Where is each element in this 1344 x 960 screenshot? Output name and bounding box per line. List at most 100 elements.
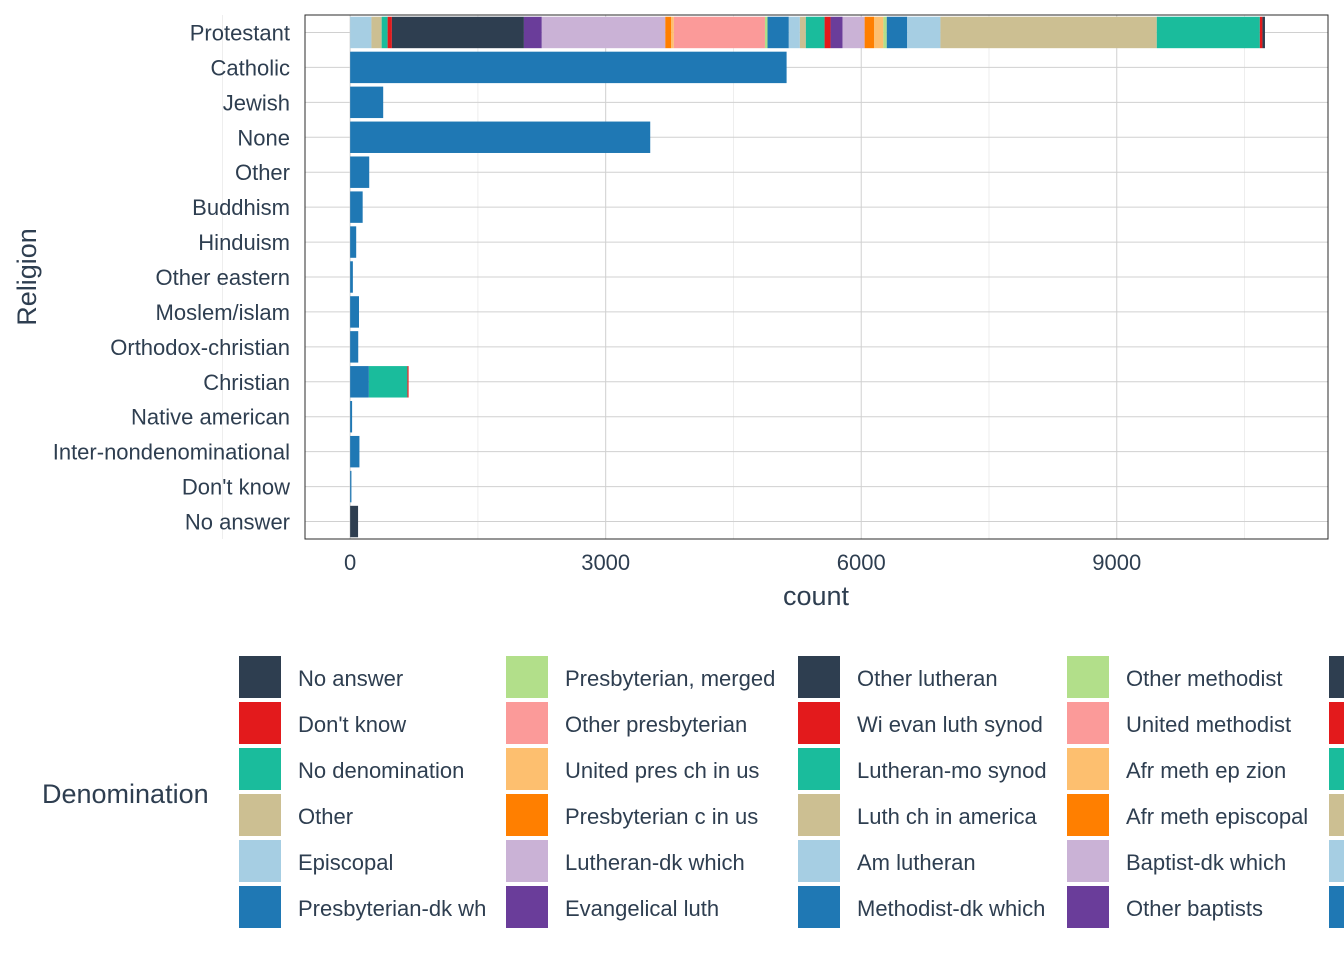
bar-segment <box>381 16 388 49</box>
legend-key <box>239 702 281 744</box>
bar-segment <box>387 16 392 49</box>
legend-label: Other <box>298 804 353 829</box>
legend-label: Baptist-dk which <box>1126 850 1286 875</box>
x-tick-label: 3000 <box>581 550 630 575</box>
legend-key <box>1067 748 1109 790</box>
bar-segment <box>764 16 768 49</box>
legend-key <box>1067 794 1109 836</box>
bar-segment <box>799 16 806 49</box>
bar-segment <box>767 16 789 49</box>
plot-border <box>304 14 1329 540</box>
bar-group <box>350 16 1265 538</box>
legend-key <box>798 748 840 790</box>
legend-label: Other presbyterian <box>565 712 747 737</box>
legend-key <box>239 840 281 882</box>
legend-key <box>239 886 281 928</box>
bar-segment <box>350 86 384 119</box>
legend-key <box>1067 886 1109 928</box>
bar-segment <box>350 366 369 398</box>
x-tick-label: 6000 <box>837 550 886 575</box>
bar-segment <box>886 16 908 49</box>
y-tick-label: No answer <box>185 510 290 535</box>
legend-key <box>239 794 281 836</box>
bar-segment <box>350 51 787 84</box>
bar-segment <box>1156 16 1260 49</box>
legend-label: Afr meth ep zion <box>1126 758 1286 783</box>
legend-key <box>239 748 281 790</box>
bar-segment <box>350 16 372 49</box>
y-tick-label: Inter-nondenominational <box>53 440 290 465</box>
y-tick-label: Hinduism <box>198 230 290 255</box>
bar-segment <box>350 505 359 538</box>
legend-key <box>1067 702 1109 744</box>
legend-label: Methodist-dk which <box>857 896 1045 921</box>
y-tick-label: Buddhism <box>192 195 290 220</box>
y-tick-label: Other <box>235 160 290 185</box>
y-tick-label: Other eastern <box>155 265 290 290</box>
legend-label: Other methodist <box>1126 666 1283 691</box>
bar-segment <box>940 16 1157 49</box>
y-tick-label: Christian <box>203 370 290 395</box>
bar-segment <box>523 16 542 49</box>
bar-segment <box>350 296 360 328</box>
legend: No answer Don't know No denomination Other E… <box>239 656 1344 928</box>
legend-label: Presbyterian, merged <box>565 666 775 691</box>
legend-key <box>506 702 548 744</box>
bar-segment <box>788 16 800 49</box>
legend-key <box>239 656 281 698</box>
bar-segment <box>350 261 353 293</box>
y-tick-label: Jewish <box>223 90 290 115</box>
legend-key <box>506 886 548 928</box>
legend-key <box>506 656 548 698</box>
bar-segment <box>1259 16 1263 49</box>
legend-label: No denomination <box>298 758 464 783</box>
bar-segment <box>842 16 865 49</box>
x-tick-label: 0 <box>344 550 356 575</box>
bar-segment <box>864 16 874 49</box>
y-axis-label: Religion <box>12 228 42 326</box>
legend-label: Wi evan luth synod <box>857 712 1043 737</box>
y-tick-labels: Protestant Catholic Jewish None Other Buddhis… <box>53 20 290 534</box>
legend-key <box>798 840 840 882</box>
bar-segment <box>350 191 363 223</box>
bar-segment <box>805 16 825 49</box>
bar-segment <box>830 16 843 49</box>
legend-key <box>798 794 840 836</box>
bar-segment <box>350 435 360 468</box>
bar-segment <box>350 470 352 503</box>
legend-key <box>1329 886 1344 928</box>
legend-label: No answer <box>298 666 403 691</box>
legend-key <box>1067 840 1109 882</box>
y-tick-label: Catholic <box>211 55 290 80</box>
bar-segment <box>368 366 408 398</box>
legend-key <box>798 656 840 698</box>
bar-segment <box>673 16 765 49</box>
legend-label: Presbyterian-dk wh <box>298 896 486 921</box>
bar-segment <box>350 226 357 258</box>
legend-key <box>506 840 548 882</box>
bar-segment <box>873 16 884 49</box>
y-tick-label: Don't know <box>182 475 290 500</box>
y-tick-label: None <box>237 125 290 150</box>
y-tick-label: Moslem/islam <box>156 300 290 325</box>
legend-title: Denomination <box>42 779 209 809</box>
bar-segment <box>824 16 831 49</box>
bar-segment <box>350 331 359 363</box>
legend-label: Presbyterian c in us <box>565 804 758 829</box>
legend-key <box>1329 748 1344 790</box>
legend-key <box>798 886 840 928</box>
bar-segment <box>371 16 382 49</box>
legend-label: Lutheran-dk which <box>565 850 745 875</box>
legend-key <box>1329 656 1344 698</box>
bar-segment <box>391 16 524 49</box>
legend-key <box>798 702 840 744</box>
bar-segment <box>671 16 674 49</box>
x-tick-label: 9000 <box>1092 550 1141 575</box>
legend-key <box>1067 656 1109 698</box>
bar-segment <box>1262 16 1265 49</box>
bar-segment <box>350 401 353 433</box>
legend-label: Evangelical luth <box>565 896 719 921</box>
legend-label: United methodist <box>1126 712 1291 737</box>
legend-key <box>506 748 548 790</box>
